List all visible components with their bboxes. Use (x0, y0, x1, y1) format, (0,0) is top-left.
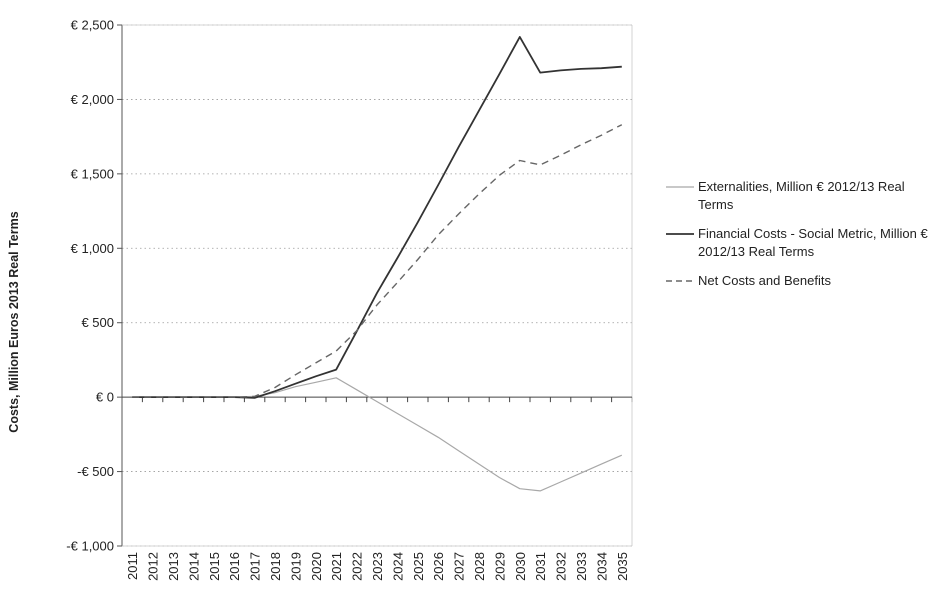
x-tick-label: 2034 (594, 552, 609, 581)
x-tick-label: 2017 (248, 552, 263, 581)
x-tick-label: 2035 (615, 552, 630, 581)
y-tick-label: € 2,500 (71, 18, 114, 33)
x-tick-label: 2011 (125, 552, 140, 580)
legend: Externalities, Million € 2012/13 Real Te… (666, 178, 930, 301)
x-tick-label: 2023 (370, 552, 385, 581)
legend-label-net-costs: Net Costs and Benefits (698, 273, 831, 288)
x-tick-label: 2029 (492, 552, 507, 581)
y-tick-label: € 0 (96, 390, 114, 405)
y-tick-label: € 1,500 (71, 166, 114, 181)
x-tick-label: 2030 (513, 552, 528, 581)
legend-item-net-costs: Net Costs and Benefits (666, 272, 930, 290)
x-tick-label: 2033 (574, 552, 589, 581)
x-tick-label: 2015 (207, 552, 222, 581)
x-tick-label: 2021 (329, 552, 344, 581)
series-line-1 (132, 36, 622, 399)
legend-swatch-financial-costs (666, 233, 694, 235)
x-tick-label: 2019 (288, 552, 303, 581)
x-axis-ticks: 2011 2012 2013 2014 2015 2016 2017 2018 2019 2020… (121, 397, 633, 581)
x-tick-label: 2032 (554, 552, 569, 581)
y-tick-label: € 500 (81, 315, 114, 330)
x-tick-label: 2018 (268, 552, 283, 581)
y-tick-label: -€ 1,000 (66, 539, 114, 554)
series-line-2 (132, 124, 623, 398)
axes (121, 24, 633, 547)
x-tick-label: 2028 (472, 552, 487, 581)
x-tick-label: 2012 (146, 552, 161, 581)
series-line-0 (132, 377, 623, 492)
x-tick-label: 2031 (533, 552, 548, 581)
legend-item-externalities: Externalities, Million € 2012/13 Real Te… (666, 178, 930, 214)
legend-swatch-externalities (666, 186, 694, 188)
x-tick-label: 2013 (166, 552, 181, 581)
legend-label-financial-costs: Financial Costs - Social Metric, Million… (698, 226, 928, 259)
y-tick-label: -€ 500 (77, 464, 114, 479)
y-tick-label: € 2,000 (71, 92, 114, 107)
series-lines (132, 36, 623, 492)
y-tick-label: € 1,000 (71, 241, 114, 256)
gridlines (122, 24, 632, 547)
x-tick-label: 2022 (350, 552, 365, 581)
legend-label-externalities: Externalities, Million € 2012/13 Real Te… (698, 179, 905, 212)
x-tick-label: 2026 (431, 552, 446, 581)
x-tick-label: 2025 (411, 552, 426, 581)
x-tick-label: 2027 (452, 552, 467, 581)
x-tick-label: 2016 (227, 552, 242, 581)
y-axis-ticks: € 2,500 € 2,000 € 1,500 € 1,000 € 500 € 0 -€ 5… (66, 18, 122, 554)
x-tick-label: 2014 (186, 552, 201, 581)
y-axis-label: Costs, Million Euros 2013 Real Terms (7, 211, 21, 432)
legend-swatch-net-costs (666, 280, 694, 282)
legend-item-financial-costs: Financial Costs - Social Metric, Million… (666, 225, 930, 261)
x-tick-label: 2024 (390, 552, 405, 581)
x-tick-label: 2020 (309, 552, 324, 581)
